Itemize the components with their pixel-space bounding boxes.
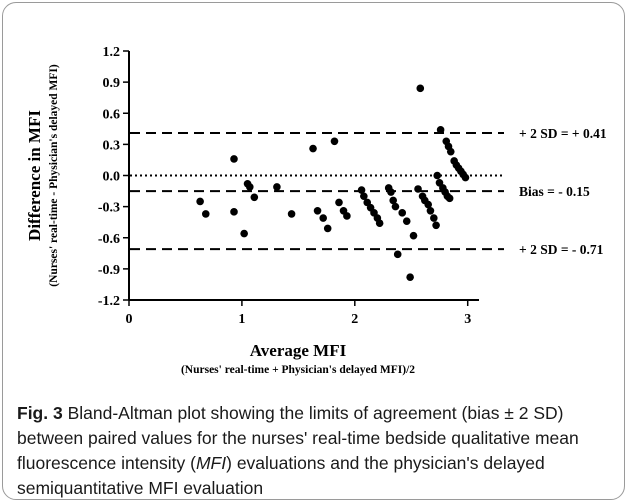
caption-text-1: Bland-Altman plot showing the limits of … (17, 403, 579, 473)
data-point (387, 188, 395, 196)
y-tick-label: 1.2 (103, 45, 121, 60)
y-tick-label: 0.3 (103, 138, 121, 153)
data-point (432, 221, 440, 230)
data-point (319, 214, 327, 222)
x-axis-title: Average MFI (250, 341, 347, 360)
bland-altman-chart: 1.2 0.9 0.6 0.3 0.0 -0.3 -0.6 -0.9 -1.2 0 1 2 3 + 2 S… (25, 45, 607, 376)
data-point (250, 193, 259, 202)
data-point (402, 217, 411, 225)
data-point (433, 171, 442, 180)
data-point (357, 186, 366, 194)
caption-abbr: MFI (195, 453, 227, 473)
data-point (391, 202, 400, 211)
x-tick-label: 1 (238, 312, 245, 327)
figure-panel: 1.2 0.9 0.6 0.3 0.0 -0.3 -0.6 -0.9 -1.2 0 1 2 3 + 2 S… (2, 2, 625, 500)
reference-line-label: + 2 SD = - 0.71 (519, 242, 604, 257)
y-tick-label: -0.3 (98, 201, 120, 216)
data-point (287, 210, 296, 218)
data-point (461, 173, 470, 182)
x-tick-label: 2 (351, 312, 358, 327)
data-point (360, 192, 368, 201)
data-point (416, 84, 425, 93)
x-tick-label: 3 (464, 312, 471, 327)
y-tick-label: -0.6 (98, 232, 120, 247)
y-tick-label: -0.9 (98, 263, 120, 278)
caption-label: Fig. 3 (17, 403, 63, 423)
x-axis-subtitle: (Nurses' real-time + Physician's delayed… (181, 364, 415, 376)
y-tick-label: 0.9 (103, 76, 121, 91)
data-point (430, 214, 438, 222)
y-axis-title: Difference in MFI (25, 110, 44, 241)
data-point (196, 197, 204, 206)
data-point (436, 126, 445, 134)
data-point (309, 144, 317, 153)
data-point (246, 183, 254, 191)
y-axis-subtitle: (Nurses' real-time - Physician's delayed… (48, 64, 60, 287)
data-point (406, 273, 414, 281)
data-point (389, 196, 397, 205)
data-point (414, 185, 422, 193)
figure-caption: Fig. 3 Bland-Altman plot showing the lim… (17, 401, 613, 499)
data-point (330, 137, 339, 146)
y-tick-label: -1.2 (98, 294, 120, 309)
data-point (393, 250, 402, 259)
data-point (230, 208, 238, 216)
y-tick-label: 0.0 (103, 170, 121, 185)
data-point (343, 212, 351, 220)
reference-line-label: + 2 SD = + 0.41 (519, 126, 607, 141)
data-point (313, 206, 322, 215)
data-point (409, 231, 418, 240)
data-point (201, 210, 210, 218)
data-point (273, 183, 281, 191)
data-point (230, 155, 238, 163)
data-point (424, 200, 432, 209)
y-tick-label: 0.6 (103, 107, 121, 122)
data-point (445, 194, 454, 203)
data-point (240, 229, 248, 238)
data-point (375, 219, 384, 228)
data-point (323, 224, 332, 233)
data-point (398, 209, 407, 217)
reference-line-label: Bias = - 0.15 (519, 184, 590, 199)
data-point (426, 206, 435, 215)
data-point (335, 198, 343, 207)
x-tick-label: 0 (126, 312, 133, 327)
data-point (446, 147, 455, 156)
caption-text-2: ) evaluations and the physician's delaye… (17, 453, 545, 498)
